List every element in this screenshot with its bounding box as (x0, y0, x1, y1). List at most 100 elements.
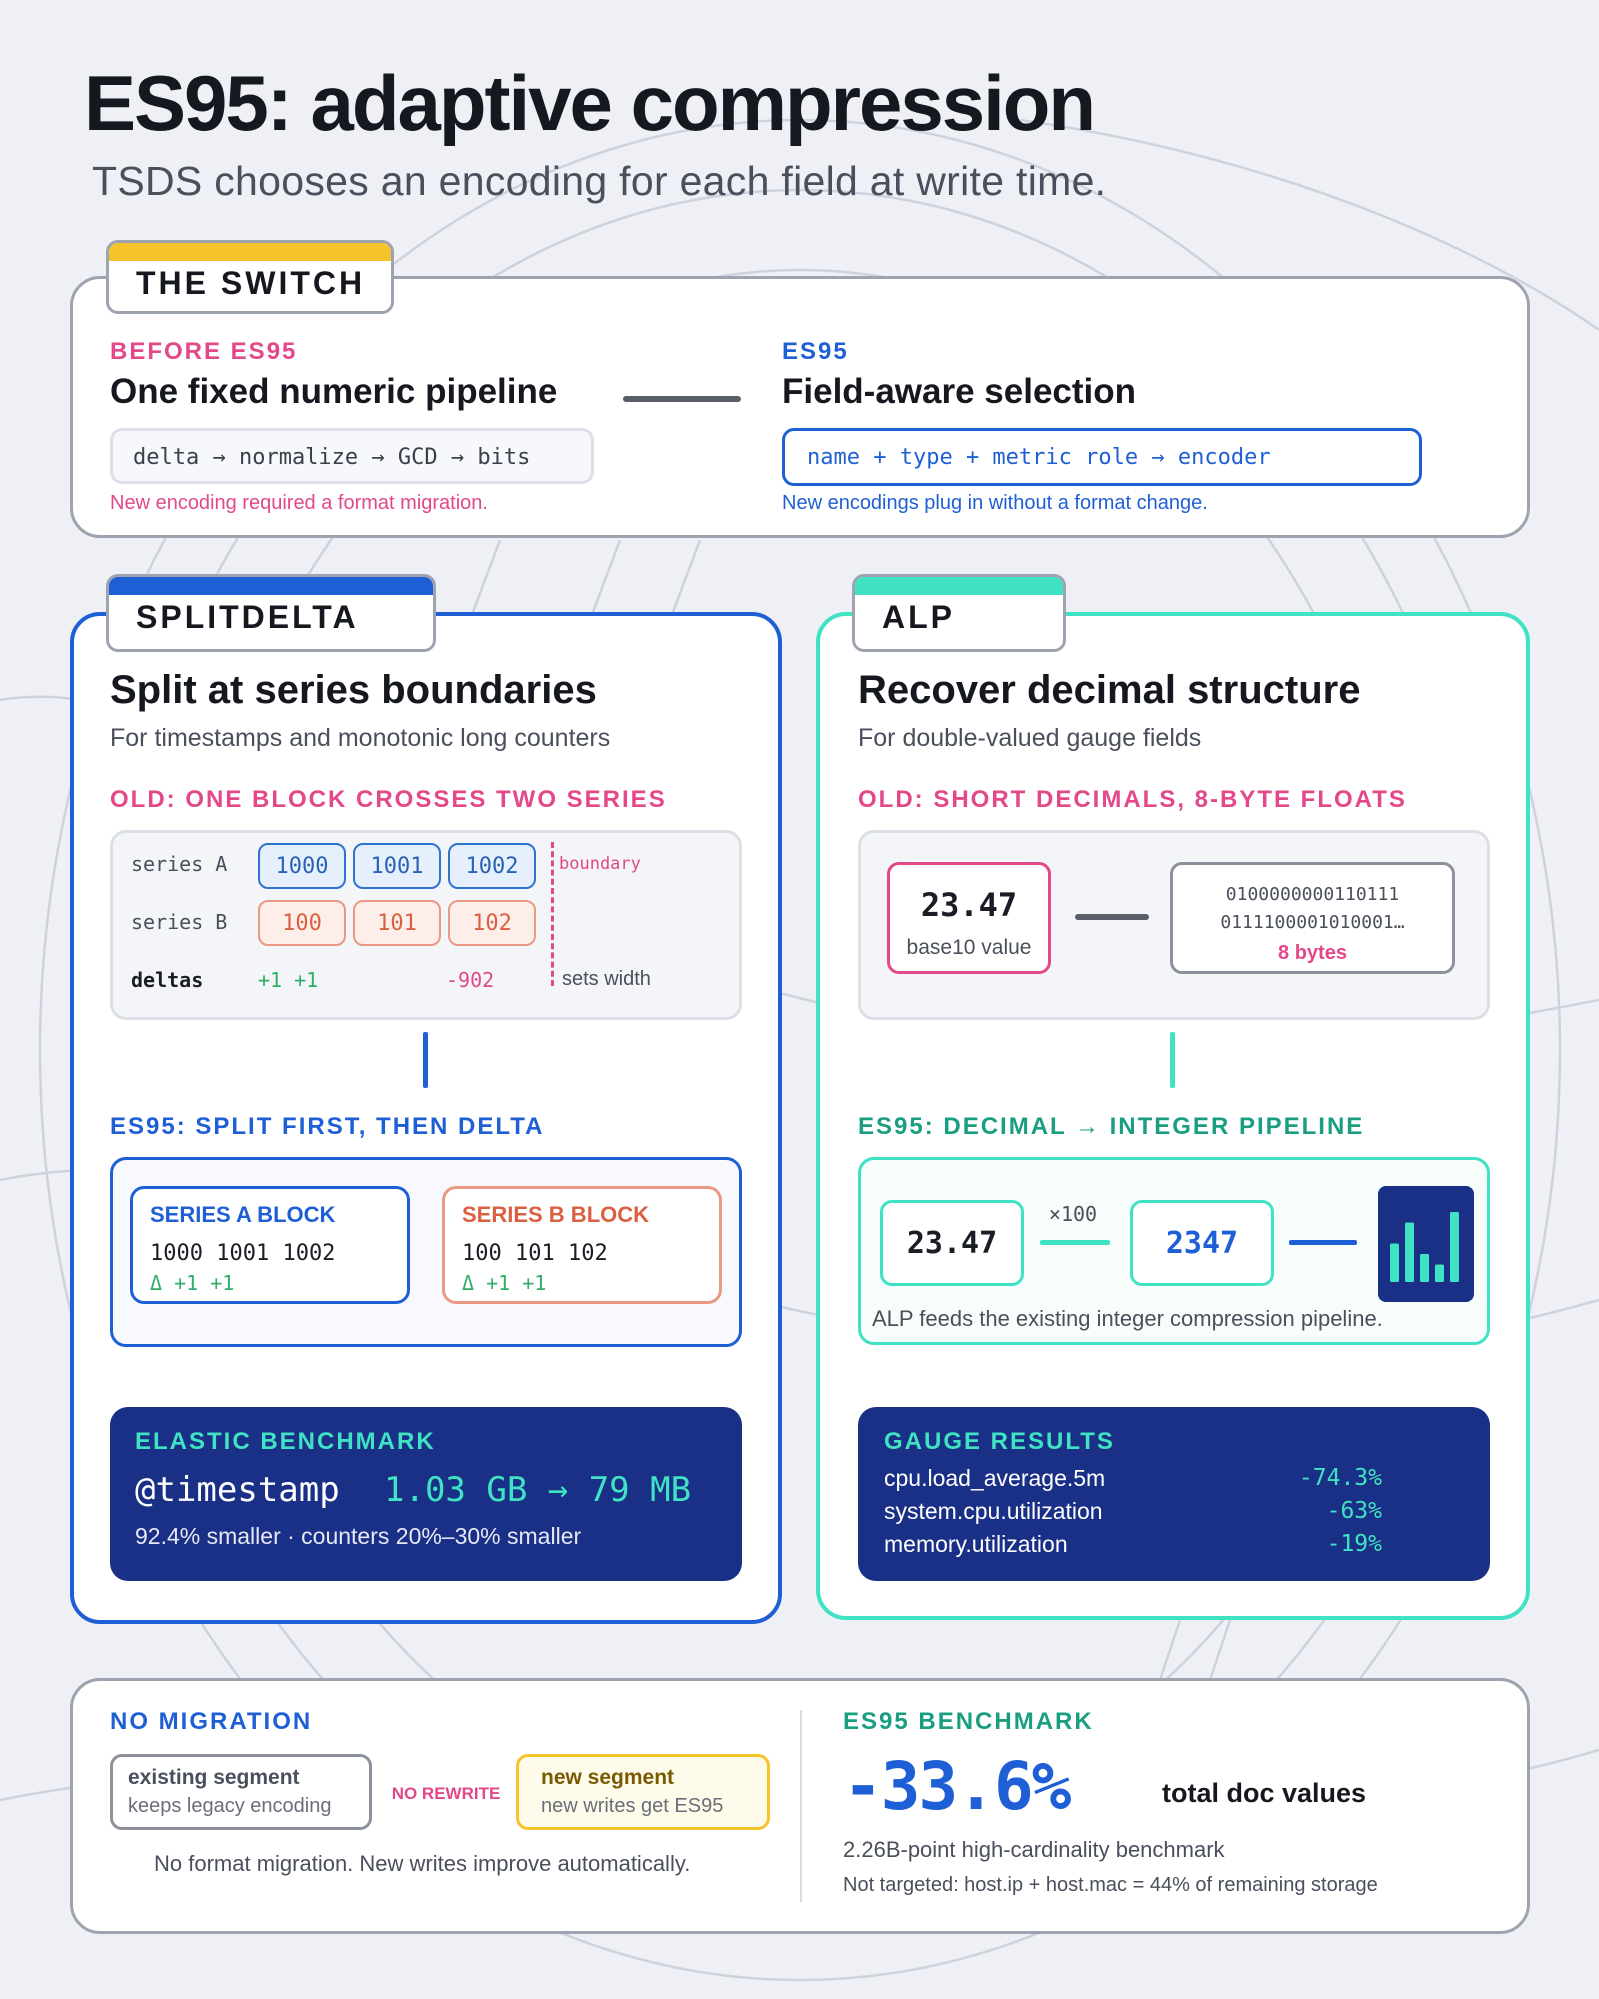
float-bits-card (1170, 862, 1455, 974)
new-segment-title: new segment (541, 1766, 675, 1789)
es95-benchmark-value: -33.6% (843, 1748, 1071, 1825)
series-b-block-deltas: Δ +1 +1 (462, 1271, 547, 1295)
switch-tab: THE SWITCH (106, 240, 394, 314)
gauge-metric: memory.utilization (884, 1531, 1068, 1557)
splitdelta-old-label: OLD: ONE BLOCK CROSSES TWO SERIES (110, 786, 667, 813)
alp-old-connector (1075, 914, 1149, 920)
splitdelta-tab: SPLITDELTA (106, 574, 436, 652)
float-bits-line2: 0111100001010001… (1220, 912, 1405, 933)
output-integer-card (1130, 1200, 1274, 1286)
switch-connector (623, 396, 741, 402)
series-b-block (442, 1186, 722, 1304)
bar-chart-icon-bar (1435, 1264, 1444, 1282)
splitdelta-description: For timestamps and monotonic long counte… (110, 724, 611, 752)
boundary-label: boundary (559, 854, 641, 874)
alp-connector (1170, 1032, 1175, 1088)
series-b-label: series B (131, 910, 228, 934)
no-migration-label: NO MIGRATION (110, 1708, 313, 1735)
no-rewrite-label: NO REWRITE (391, 1784, 501, 1803)
gauge-change: -19% (1326, 1531, 1382, 1557)
existing-segment-card (110, 1754, 372, 1830)
gauge-change: -74.3% (1298, 1465, 1382, 1491)
new-segment-desc: new writes get ES95 (541, 1795, 724, 1817)
benchmark-note: 92.4% smaller · counters 20%–30% smaller (135, 1523, 582, 1549)
integer-pipeline-line (1289, 1240, 1357, 1245)
bar-chart-icon (1378, 1186, 1474, 1302)
bar-chart-icon-bar (1405, 1222, 1414, 1282)
es95-benchmark-label: ES95 BENCHMARK (843, 1708, 1094, 1735)
series-a-label: series A (131, 852, 228, 876)
elastic-benchmark-card (110, 1407, 742, 1581)
splitdelta-connector (423, 1032, 428, 1088)
multiplier-line (1040, 1240, 1110, 1245)
bar-chart-icon-bar (1450, 1212, 1459, 1282)
series-a-value: 1001 (353, 843, 441, 889)
gauge-metric: system.cpu.utilization (884, 1498, 1103, 1524)
series-b-block-values: 100 101 102 (462, 1241, 608, 1266)
input-decimal-card (880, 1200, 1024, 1286)
deltas-values: +1 +1 (258, 968, 319, 992)
decimal-value: 23.47 (920, 886, 1018, 924)
after-title: Field-aware selection (782, 372, 1137, 411)
gauge-results-card (858, 1407, 1490, 1581)
es95-benchmark-caption: total doc values (1162, 1778, 1367, 1808)
alp-pipeline-note: ALP feeds the existing integer compressi… (872, 1306, 1383, 1331)
series-b-value: 100 (258, 900, 346, 946)
splitdelta-tab-label: SPLITDELTA (136, 599, 359, 635)
after-pipeline: name + type + metric role → encoder (782, 428, 1422, 486)
switch-tab-label: THE SWITCH (136, 265, 366, 301)
switch-panel (70, 276, 1530, 538)
alp-tab-label: ALP (882, 599, 955, 635)
bar-chart-icon-bar (1420, 1254, 1429, 1282)
after-note: New encodings plug in without a format c… (782, 492, 1208, 514)
output-integer: 2347 (1165, 1226, 1239, 1261)
input-decimal: 23.47 (906, 1226, 998, 1261)
float-bits-line1: 0100000000110111 (1225, 884, 1400, 905)
before-title: One fixed numeric pipeline (110, 372, 558, 411)
es95-benchmark-note1: 2.26B-point high-cardinality benchmark (843, 1837, 1225, 1862)
bar-chart-icon-bar (1390, 1243, 1399, 1282)
gauge-change: -63% (1326, 1498, 1382, 1524)
decimal-card (887, 862, 1051, 974)
series-a-block-title: SERIES A BLOCK (150, 1202, 336, 1227)
es95-benchmark-note2: Not targeted: host.ip + host.mac = 44% o… (843, 1874, 1378, 1896)
sets-width-label: sets width (562, 968, 651, 990)
series-b-value: 101 (353, 900, 441, 946)
migration-note: No format migration. New writes improve … (154, 1851, 691, 1876)
gauge-results-label: GAUGE RESULTS (884, 1428, 1115, 1455)
new-segment-card (516, 1754, 770, 1830)
series-a-value: 1000 (258, 843, 346, 889)
es95-label: ES95 (782, 338, 849, 365)
alp-old-label: OLD: SHORT DECIMALS, 8-BYTE FLOATS (858, 786, 1407, 813)
benchmark-field: @timestamp (135, 1470, 340, 1510)
elastic-benchmark-label: ELASTIC BENCHMARK (135, 1428, 436, 1455)
alp-tab: ALP (852, 574, 1066, 652)
series-b-value: 102 (448, 900, 536, 946)
multiplier-label: ×100 (1048, 1202, 1098, 1226)
boundary-line (551, 842, 554, 986)
deltas-label: deltas (131, 968, 204, 992)
page-subtitle: TSDS chooses an encoding for each field … (92, 158, 1107, 204)
float-bits-caption: 8 bytes (1278, 942, 1347, 964)
gauge-metric: cpu.load_average.5m (884, 1465, 1106, 1491)
decimal-caption: base10 value (906, 936, 1032, 959)
splitdelta-title: Split at series boundaries (110, 668, 597, 712)
alp-new-label: ES95: DECIMAL → INTEGER PIPELINE (858, 1113, 1365, 1140)
series-a-block-deltas: Δ +1 +1 (150, 1271, 235, 1295)
before-note: New encoding required a format migration… (110, 492, 488, 514)
series-a-block (130, 1186, 410, 1304)
splitdelta-new-label: ES95: SPLIT FIRST, THEN DELTA (110, 1113, 545, 1140)
before-label: BEFORE ES95 (110, 338, 298, 365)
existing-segment-title: existing segment (128, 1766, 300, 1789)
delta-jump: -902 (446, 968, 495, 992)
series-a-block-values: 1000 1001 1002 (150, 1241, 336, 1266)
benchmark-value: 1.03 GB → 79 MB (384, 1470, 692, 1510)
footer-divider (800, 1710, 802, 1902)
existing-segment-desc: keeps legacy encoding (128, 1795, 332, 1817)
alp-description: For double-valued gauge fields (858, 724, 1202, 752)
page-title: ES95: adaptive compression (84, 59, 1096, 147)
alp-title: Recover decimal structure (858, 668, 1361, 712)
before-pipeline: delta → normalize → GCD → bits (110, 428, 594, 484)
series-a-value: 1002 (448, 843, 536, 889)
series-b-block-title: SERIES B BLOCK (462, 1202, 650, 1227)
